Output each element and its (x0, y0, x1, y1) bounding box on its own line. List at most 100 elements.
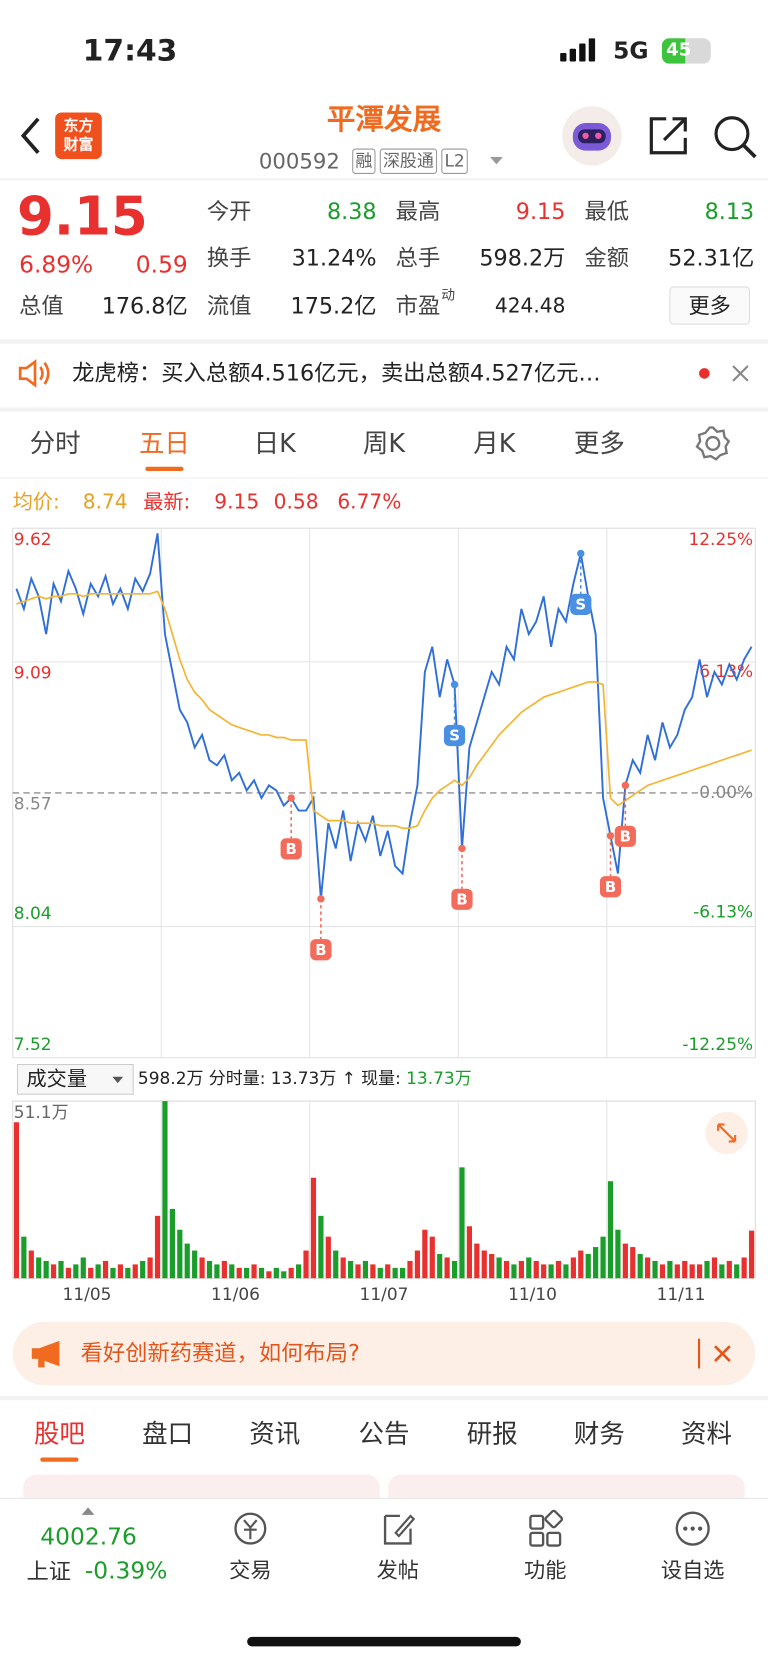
battery-level: 45 (666, 39, 692, 61)
volume-bar (667, 1260, 673, 1279)
home-indicator (247, 1636, 521, 1647)
chart-tab[interactable]: 月K (473, 428, 516, 459)
index-change[interactable]: -0.39% (84, 1558, 168, 1585)
arrow: ↑ (341, 1068, 356, 1089)
volume-bar (533, 1260, 539, 1279)
field-value: 8.38 (326, 198, 377, 225)
chart-tab[interactable]: 更多 (573, 428, 625, 459)
volume-bar (615, 1229, 621, 1279)
nav-icon[interactable] (524, 1509, 566, 1552)
volume-bar (177, 1229, 183, 1279)
volume-bar (125, 1267, 131, 1279)
volume-bar (88, 1267, 94, 1279)
volume-bar (682, 1260, 688, 1279)
nav-label[interactable]: 功能 (524, 1557, 567, 1583)
volume-title: 成交量 (26, 1067, 88, 1092)
content-tab[interactable]: 公告 (358, 1419, 410, 1450)
volume-bar (444, 1257, 450, 1279)
index-value[interactable]: 4002.76 (40, 1524, 137, 1551)
content-tab[interactable]: 研报 (466, 1419, 518, 1450)
field-label: 流值 (206, 293, 252, 319)
volume-bar (719, 1264, 725, 1279)
marker-dot (450, 680, 459, 689)
volume-bar (169, 1208, 175, 1279)
volume-bar (399, 1267, 406, 1279)
marker-badge (310, 939, 332, 961)
volume-bar (281, 1271, 287, 1279)
x-tick-label: 11/10 (508, 1285, 557, 1305)
content-tab[interactable]: 股吧 (33, 1419, 85, 1450)
content-tab[interactable]: 财务 (573, 1419, 625, 1450)
interval-label: 分时量: (208, 1068, 266, 1089)
field-value: 9.15 (515, 198, 566, 225)
volume-bar (637, 1253, 643, 1279)
share-button[interactable] (645, 112, 692, 159)
card (388, 1474, 745, 1500)
volume-bar (58, 1260, 64, 1279)
volume-selector[interactable]: 成交量 (16, 1063, 134, 1095)
content-tab[interactable]: 资讯 (249, 1419, 301, 1450)
speaker-icon (18, 359, 50, 388)
back-button[interactable] (15, 115, 47, 157)
volume-bar (741, 1257, 747, 1279)
content-tab[interactable]: 盘口 (142, 1419, 194, 1450)
field-value: 8.13 (704, 198, 755, 225)
last-percent: 6.77% (337, 490, 402, 514)
chart-tab[interactable]: 日K (253, 428, 296, 459)
content-tab[interactable]: 资料 (681, 1419, 732, 1450)
volume-bar (192, 1250, 198, 1279)
assistant-avatar[interactable] (560, 104, 624, 168)
dropdown-icon[interactable] (488, 154, 505, 167)
volume-bar (511, 1264, 517, 1279)
ad-banner[interactable]: 看好创新药赛道，如何布局? (12, 1321, 756, 1386)
nav-icon[interactable] (229, 1510, 271, 1552)
dropdown-icon (112, 1076, 124, 1084)
current-label: 现量: (361, 1068, 401, 1089)
stock-name: 平潭发展 (326, 103, 442, 137)
nav-label[interactable]: 设自选 (660, 1557, 725, 1583)
nav-label[interactable]: 交易 (229, 1557, 272, 1583)
volume-stats: 598.2万 分时量: 13.73万 ↑ 现量: 13.73万 (138, 1070, 472, 1087)
logo-text: 东方 (63, 117, 94, 135)
volume-bar (607, 1181, 614, 1279)
last-price: 9.15 (16, 185, 148, 248)
nav-icon[interactable] (377, 1510, 419, 1552)
more-button[interactable]: 更多 (669, 286, 750, 325)
chart-tab[interactable]: 分时 (29, 428, 81, 459)
volume-bar (214, 1264, 220, 1279)
settings-button[interactable] (695, 425, 731, 461)
y-tick-label: 7.52 (14, 1035, 52, 1055)
y-tick-label: 8.04 (14, 904, 52, 924)
volume-bar (407, 1260, 413, 1279)
index-name[interactable]: 上证 (26, 1558, 72, 1585)
change-amount: 0.59 (135, 252, 188, 279)
volume-bar (726, 1260, 732, 1279)
field-label: 总值 (19, 293, 64, 319)
search-button[interactable] (711, 112, 760, 161)
volume-bar (377, 1267, 383, 1279)
volume-bar (696, 1264, 703, 1279)
divider (0, 178, 768, 181)
tag: 深股通 (379, 148, 438, 174)
chart-tab[interactable]: 周K (362, 428, 406, 459)
volume-bar (429, 1236, 435, 1279)
volume-bar (630, 1247, 636, 1279)
volume-bar (593, 1247, 599, 1279)
volume-bar (95, 1264, 101, 1279)
volume-bar (526, 1257, 532, 1279)
close-ad[interactable] (713, 1344, 732, 1363)
nav-label[interactable]: 发帖 (376, 1557, 420, 1583)
volume-bar (65, 1267, 72, 1279)
chart-tab[interactable]: 五日 (138, 428, 190, 459)
volume-bar (689, 1264, 695, 1279)
volume-bar (748, 1230, 755, 1279)
nav-icon[interactable] (671, 1510, 713, 1552)
marker-label: S (449, 727, 460, 745)
notice-text[interactable]: 龙虎榜：买入总额4.516亿元，卖出总额4.527亿元… (72, 360, 601, 386)
volume-bar (563, 1264, 569, 1279)
field-sup: 动 (441, 288, 456, 304)
field-label: 最低 (584, 198, 630, 225)
volume-bar (288, 1267, 294, 1279)
notice-controls[interactable] (696, 363, 755, 384)
